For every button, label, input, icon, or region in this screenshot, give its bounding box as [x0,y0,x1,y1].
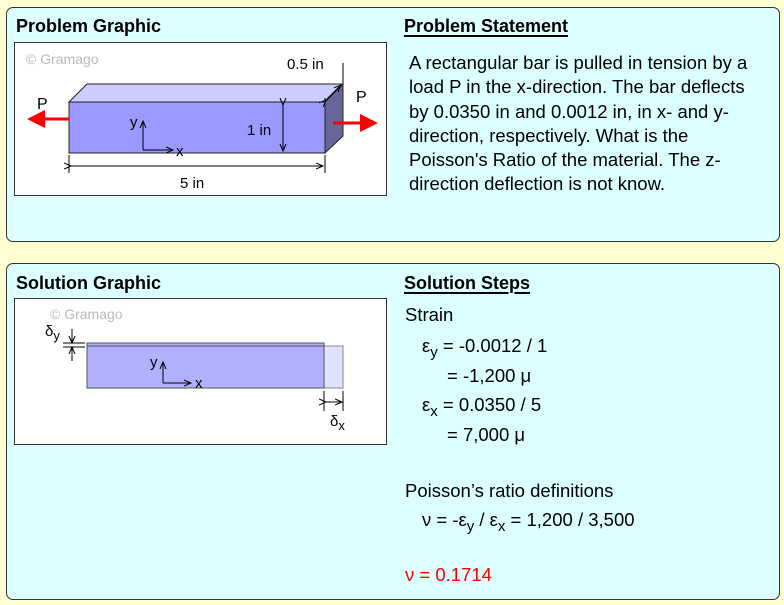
solution-graphic: © Gramago y x δy δx [14,298,387,445]
original-bar [86,342,325,389]
solution-graphic-title: Solution Graphic [16,273,162,293]
problem-diagram: © Gramago P P y x 1 in 5 in 0.5 in [26,51,378,192]
load-label-right: P [356,89,367,106]
load-label-left: P [37,96,48,113]
problem-graphic: © Gramago P P y x 1 in 5 in 0.5 in [14,42,387,196]
depth-dimension [326,85,341,100]
answer: ν = 0.1714 [405,564,492,585]
length-label: 5 in [180,175,204,192]
solution-panel: Solution Graphic Solution Steps © Gramag… [6,263,780,600]
problem-graphic-title: Problem Graphic [16,16,162,36]
step-poisson-formula: ν = -εy / εx = 1,200 / 3,500 [422,509,635,535]
solution-diagram: © Gramago y x δy δx [45,306,345,433]
x-axis-label: x [195,375,203,392]
y-axis-label: y [150,354,158,371]
bar-top-face [67,83,345,103]
depth-label: 0.5 in [287,56,324,73]
solution-steps-title: Solution Steps [404,273,530,293]
step-eps-y: εy = -0.0012 / 1 [422,335,548,361]
x-axis-label: x [176,143,184,160]
problem-statement-title: Problem Statement [404,16,569,36]
watermark: © Gramago [50,306,123,322]
delta-x-label: δx [330,413,345,433]
step-poisson-heading: Poisson’s ratio definitions [405,480,614,501]
watermark: © Gramago [26,51,99,67]
problem-statement: A rectangular bar is pulled in tension b… [409,52,748,195]
problem-panel: Problem Graphic Problem Statement © Gram… [6,7,780,242]
bar-front-face [68,101,326,154]
delta-y-label: δy [45,323,60,343]
step-eps-x-result: = 7,000 μ [447,424,526,445]
step-eps-x: εx = 0.0350 / 5 [422,394,542,420]
y-axis-label: y [130,114,138,131]
step-strain: Strain [405,304,454,325]
step-eps-y-result: = -1,200 μ [447,365,532,386]
height-label: 1 in [247,122,271,139]
